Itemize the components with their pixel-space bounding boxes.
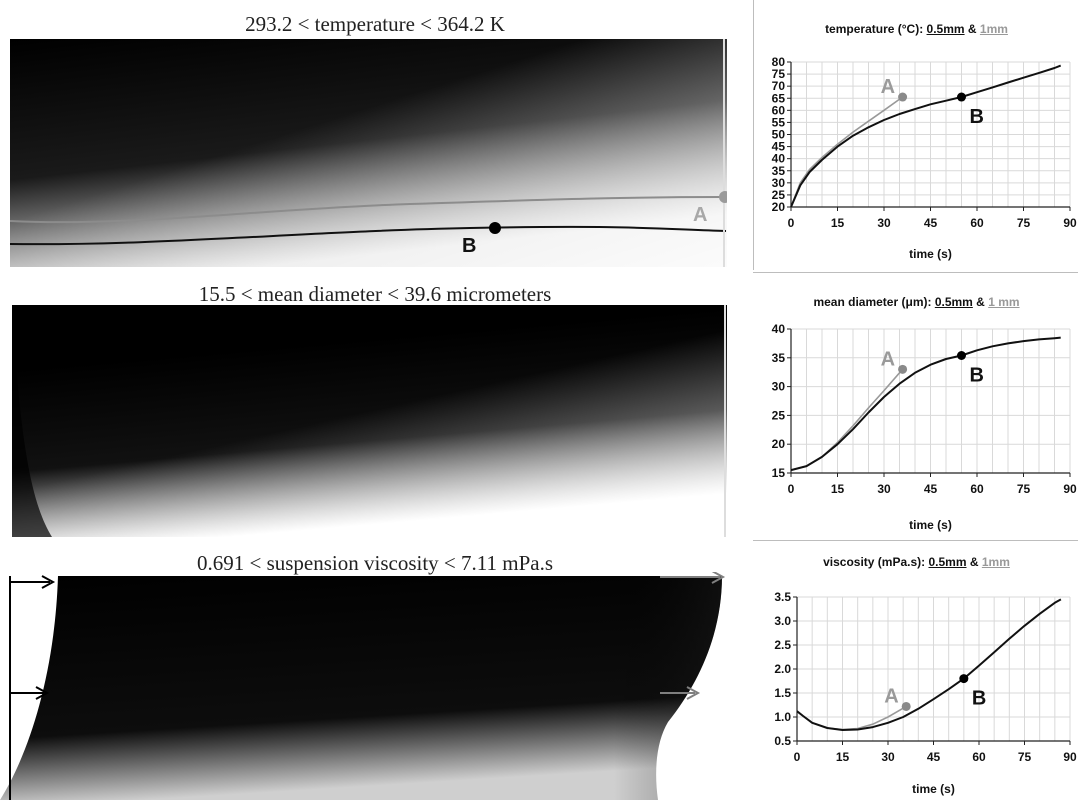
series-line-1mm xyxy=(796,705,907,731)
viscosity-field-title: 0.691 < suspension viscosity < 7.11 mPa.… xyxy=(196,551,553,575)
temperature-chart-title: temperature (°C): 0.5mm & 1mm xyxy=(825,22,1008,36)
x-tick-label: 60 xyxy=(970,482,984,496)
marker-a-point xyxy=(901,701,911,711)
x-tick-label: 45 xyxy=(924,216,938,230)
x-tick-label: 90 xyxy=(1063,216,1077,230)
series-line-1mm xyxy=(790,368,904,471)
marker-b-point xyxy=(959,674,969,684)
y-tick-label: 80 xyxy=(772,55,786,69)
x-tick-label: 75 xyxy=(1017,216,1031,230)
series-line-1mm xyxy=(790,96,904,208)
x-tick-label: 30 xyxy=(881,750,895,764)
label-a: A xyxy=(693,204,707,226)
trajectory-a-line xyxy=(10,196,727,224)
series-line-0-5mm xyxy=(790,64,1062,208)
y-tick-label: 35 xyxy=(772,164,786,178)
y-tick-label: 55 xyxy=(772,115,786,129)
x-tick-label: 60 xyxy=(972,750,986,764)
temperature-field-image: A B xyxy=(10,39,727,267)
y-tick-label: 1.5 xyxy=(774,686,791,700)
y-tick-label: 20 xyxy=(772,437,786,451)
x-tick-label: 15 xyxy=(831,482,845,496)
x-tick-label: 75 xyxy=(1017,482,1031,496)
y-tick-label: 50 xyxy=(772,128,786,142)
x-axis-label: time (s) xyxy=(912,782,955,796)
marker-a-point xyxy=(898,364,908,374)
y-tick-label: 35 xyxy=(772,351,786,365)
y-tick-label: 3.5 xyxy=(774,590,791,604)
temperature-chart: temperature (°C): 0.5mm & 1mm 0 15 30 45 60 7… xyxy=(755,0,1078,270)
temperature-chart-plot: 0 15 30 45 60 75 9020253035404550556065707580t… xyxy=(772,55,1077,261)
x-tick-label: 0 xyxy=(788,482,795,496)
x-tick-label: 90 xyxy=(1063,482,1077,496)
marker-b-point xyxy=(957,92,966,102)
marker-b-dot xyxy=(489,222,501,234)
x-tick-label: 75 xyxy=(1018,750,1032,764)
x-axis-label: time (s) xyxy=(909,247,952,261)
marker-b-label: B xyxy=(970,364,984,386)
trajectory-b-line xyxy=(10,225,727,246)
diameter-field-image xyxy=(12,305,727,537)
viscosity-field-image xyxy=(0,572,726,800)
x-tick-label: 30 xyxy=(877,216,891,230)
outflow-arrow-middle xyxy=(660,686,701,700)
y-tick-label: 1.0 xyxy=(774,710,791,724)
y-tick-label: 25 xyxy=(772,408,786,422)
y-tick-label: 2.5 xyxy=(774,638,791,652)
x-tick-label: 90 xyxy=(1063,750,1077,764)
x-tick-label: 15 xyxy=(836,750,850,764)
y-tick-label: 15 xyxy=(772,466,786,480)
y-tick-label: 45 xyxy=(772,140,786,154)
y-tick-label: 20 xyxy=(772,200,786,214)
inflow-arrow-middle xyxy=(10,686,50,700)
marker-a-label: A xyxy=(881,348,895,370)
inflow-arrow-top xyxy=(10,575,56,589)
marker-a-point xyxy=(898,92,908,102)
marker-b-label: B xyxy=(972,688,986,710)
y-tick-label: 75 xyxy=(772,67,786,81)
diameter-chart-title: mean diameter (μm): 0.5mm & 1 mm xyxy=(813,295,1020,309)
marker-a-dot xyxy=(719,191,727,203)
y-tick-label: 65 xyxy=(772,91,786,105)
marker-a-label: A xyxy=(884,685,898,707)
y-tick-label: 2.0 xyxy=(774,662,791,676)
y-tick-label: 3.0 xyxy=(774,614,791,628)
y-tick-label: 40 xyxy=(772,152,786,166)
viscosity-chart: viscosity (mPa.s): 0.5mm & 1mm 0 15 30 45 60… xyxy=(755,541,1078,800)
y-tick-label: 40 xyxy=(772,322,786,336)
temperature-field-title: 293.2 < temperature < 364.2 K xyxy=(245,12,505,36)
y-tick-label: 30 xyxy=(772,176,786,190)
y-tick-label: 25 xyxy=(772,188,786,202)
label-b: B xyxy=(462,235,476,257)
marker-a-label: A xyxy=(881,76,895,98)
x-tick-label: 15 xyxy=(831,216,845,230)
x-tick-label: 0 xyxy=(788,216,795,230)
y-tick-label: 30 xyxy=(772,380,786,394)
diameter-chart: mean diameter (μm): 0.5mm & 1 mm 0 15 30 45… xyxy=(755,273,1078,539)
x-tick-label: 60 xyxy=(970,216,984,230)
x-tick-label: 0 xyxy=(794,750,801,764)
series-line-0-5mm xyxy=(790,336,1061,472)
x-tick-label: 45 xyxy=(924,482,938,496)
marker-b-point xyxy=(957,350,966,360)
diameter-field-title: 15.5 < mean diameter < 39.6 micrometers xyxy=(198,282,552,306)
x-tick-label: 30 xyxy=(877,482,891,496)
y-tick-label: 60 xyxy=(772,103,786,117)
x-tick-label: 45 xyxy=(927,750,941,764)
x-axis-label: time (s) xyxy=(909,518,952,532)
outflow-arrow-top xyxy=(660,572,726,584)
series-line-0-5mm xyxy=(796,598,1062,731)
viscosity-chart-title: viscosity (mPa.s): 0.5mm & 1mm xyxy=(823,555,1010,569)
viscosity-chart-plot: 0 15 30 45 60 75 90 0.5 1.0 1.5 2.0 2.5 3.0 3.5 time (… xyxy=(774,590,1077,796)
marker-b-label: B xyxy=(970,106,984,128)
y-tick-label: 0.5 xyxy=(774,734,791,748)
y-tick-label: 70 xyxy=(772,79,786,93)
